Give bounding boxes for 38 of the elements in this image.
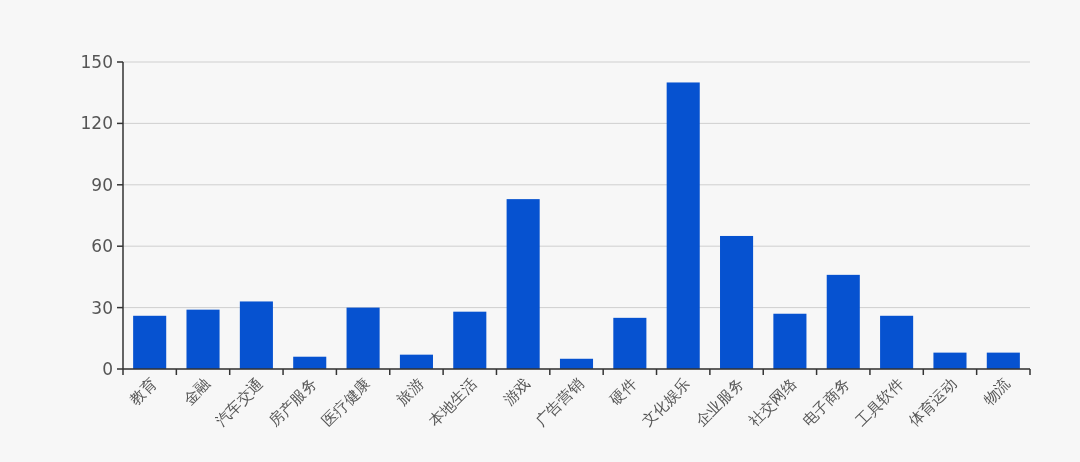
y-tick-label: 30: [91, 297, 113, 318]
bar: [986, 352, 1020, 369]
x-tick-label: 金融: [179, 374, 214, 409]
x-tick-label: 房产服务: [265, 374, 321, 430]
x-tick-label: 体育运动: [905, 374, 961, 430]
x-tick-label: 本地生活: [425, 374, 481, 430]
x-tick-label: 教育: [126, 374, 161, 409]
x-tick-label: 汽车交通: [211, 374, 267, 430]
x-tick-label: 电子商务: [798, 374, 854, 430]
x-tick-label: 旅游: [393, 374, 427, 409]
bar: [506, 199, 540, 369]
x-tick-label: 社交网络: [745, 374, 801, 430]
bar: [933, 352, 967, 369]
y-tick-label: 150: [80, 51, 113, 72]
bar: [880, 315, 914, 369]
bar: [186, 309, 220, 369]
bar: [239, 301, 273, 369]
x-tick-label: 企业服务: [691, 374, 748, 430]
x-tick-label: 硬件: [606, 374, 641, 409]
bar: [826, 274, 860, 369]
y-tick-label: 60: [91, 236, 113, 257]
x-tick-label: 文化娱乐: [638, 374, 694, 430]
y-tick-label: 120: [80, 113, 113, 134]
bar: [666, 82, 700, 369]
bar: [133, 315, 167, 369]
bar: [773, 313, 807, 369]
x-tick-label: 工具软件: [852, 374, 908, 430]
x-tick-label: 物流: [979, 374, 1014, 409]
bar: [720, 235, 754, 369]
bar: [453, 311, 487, 369]
x-tick-label: 广告营销: [531, 374, 588, 430]
x-tick-label: 游戏: [499, 374, 534, 409]
x-tick-label: 医疗健康: [318, 374, 374, 430]
bar: [399, 354, 433, 369]
y-tick-label: 0: [102, 358, 113, 379]
bar: [613, 317, 647, 369]
y-tick-label: 90: [91, 174, 113, 195]
bar: [346, 307, 380, 369]
